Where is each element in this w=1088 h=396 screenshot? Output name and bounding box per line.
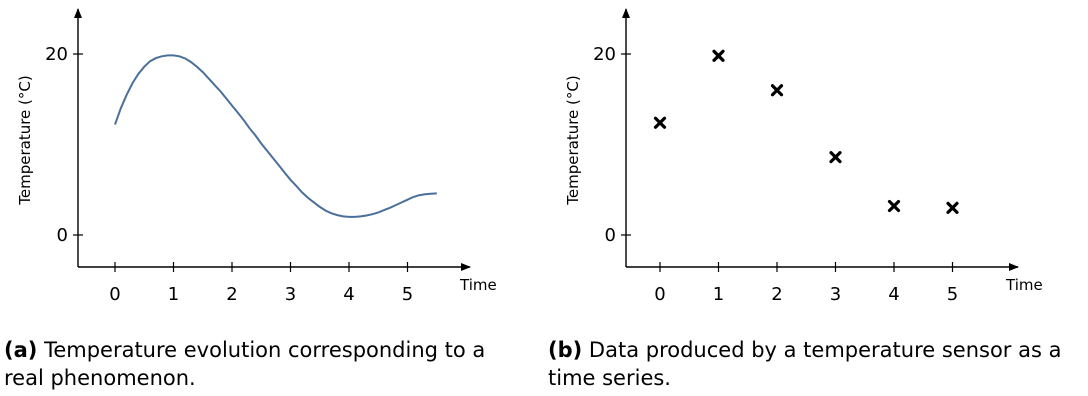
x-tick-label: 5 (402, 284, 413, 305)
data-point (712, 49, 725, 62)
x-tick-label: 2 (771, 284, 782, 305)
x-tick-label: 0 (654, 284, 665, 305)
x-tick-label: 0 (109, 284, 120, 305)
y-axis-label: Temperature (°C) (564, 75, 582, 205)
data-point (770, 84, 784, 97)
y-tick-label: 0 (605, 225, 616, 246)
caption-b-text: Data produced by a temperature sensor as… (548, 338, 1062, 390)
x-axis-label: Time (1005, 276, 1043, 294)
data-point (946, 201, 959, 214)
x-tick-label: 2 (226, 284, 237, 305)
x-tick-label: 5 (947, 284, 958, 305)
scatter-points (653, 49, 959, 214)
x-tick-label: 4 (343, 284, 354, 305)
y-axis-label: Temperature (°C) (16, 75, 34, 205)
x-axis-label: Time (459, 276, 497, 294)
sensor-scatter-chart: Time Temperature (°C) 0 1 2 3 4 5 0 20 (564, 8, 1043, 305)
caption-a-tag: (a) (4, 338, 38, 362)
x-tick-label: 3 (830, 284, 841, 305)
data-point (653, 116, 667, 129)
ticks: 0 1 2 3 4 5 0 20 (45, 44, 413, 305)
x-tick-label: 4 (888, 284, 899, 305)
x-tick-label: 1 (713, 284, 724, 305)
data-point (887, 199, 901, 213)
caption-a-text: Temperature evolution corresponding to a… (4, 338, 486, 390)
y-tick-label: 20 (593, 44, 616, 65)
data-point (829, 151, 842, 164)
y-tick-label: 20 (45, 44, 68, 65)
caption-b: (b) Data produced by a temperature senso… (548, 336, 1084, 392)
ticks: 0 1 2 3 4 5 0 20 (593, 44, 958, 305)
temperature-series-line (114, 54, 437, 218)
temperature-line-chart: Time Temperature (°C) 0 1 2 3 4 5 0 20 (16, 8, 497, 305)
caption-b-tag: (b) (548, 338, 583, 362)
x-tick-label: 3 (285, 284, 296, 305)
x-tick-label: 1 (168, 284, 179, 305)
y-tick-label: 0 (57, 225, 68, 246)
caption-a: (a) Temperature evolution corresponding … (4, 336, 524, 392)
